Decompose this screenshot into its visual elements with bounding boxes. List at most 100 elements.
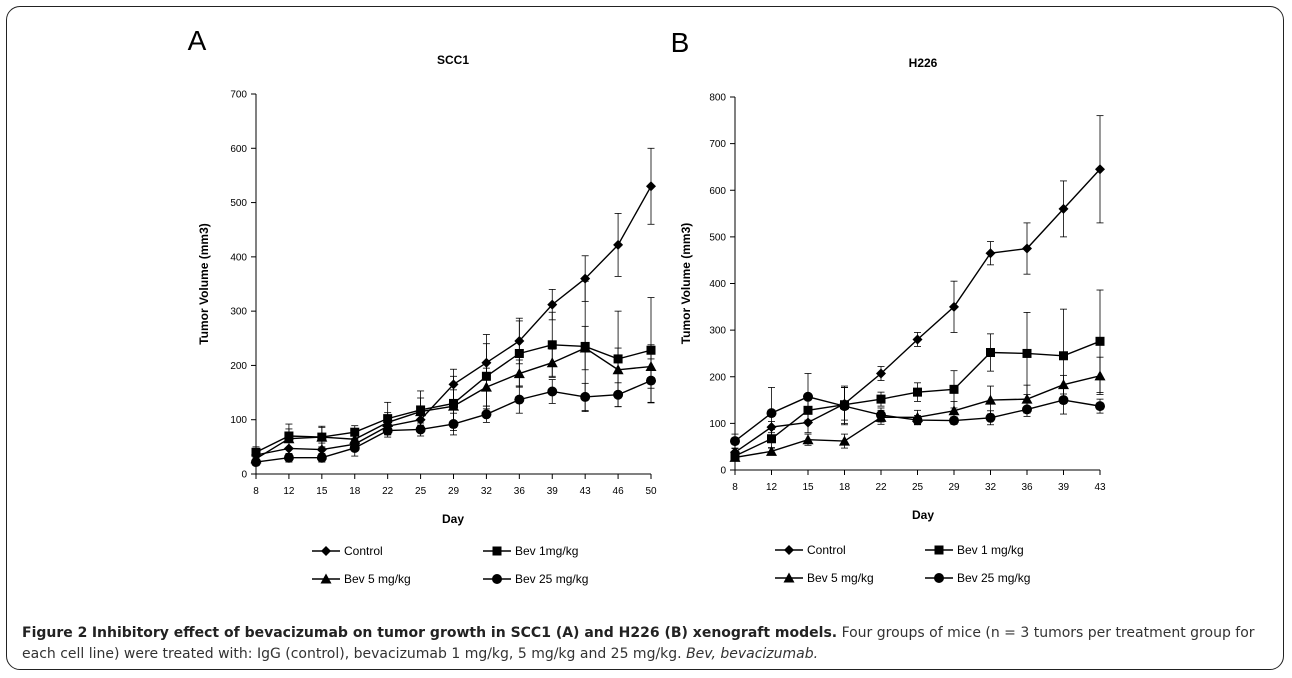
data-point-triangle xyxy=(283,433,295,444)
data-point-diamond xyxy=(1095,164,1105,175)
legend-label: Bev 25 mg/kg xyxy=(957,571,1030,585)
y-tick-label: 300 xyxy=(230,307,247,318)
legend-label: Bev 25 mg/kg xyxy=(515,572,588,586)
y-tick-label: 0 xyxy=(720,466,726,477)
data-point-diamond xyxy=(1058,203,1069,214)
data-point-triangle xyxy=(579,342,591,353)
data-point-circle xyxy=(448,419,459,430)
data-point-square xyxy=(251,447,261,457)
x-tick-label: 50 xyxy=(645,486,657,497)
y-tick-label: 0 xyxy=(241,470,247,481)
legend-marker-square xyxy=(492,546,502,556)
legend-marker-circle xyxy=(492,574,502,584)
data-point-triangle xyxy=(349,433,361,444)
chart-title: SCC1 xyxy=(437,53,469,67)
data-point-diamond xyxy=(949,301,959,312)
series-circle xyxy=(251,358,656,468)
legend-marker-triangle xyxy=(783,572,795,583)
legend-marker-diamond xyxy=(321,546,331,556)
x-axis-label: Day xyxy=(442,512,464,526)
y-tick-label: 400 xyxy=(230,252,247,263)
data-point-circle xyxy=(481,409,492,420)
legend-label: Bev 1 mg/kg xyxy=(957,543,1024,557)
x-tick-label: 43 xyxy=(1094,482,1106,493)
x-tick-label: 25 xyxy=(912,482,924,493)
data-point-triangle xyxy=(1094,370,1106,381)
y-axis-label: Tumor Volume (mm3) xyxy=(197,223,211,345)
data-point-triangle xyxy=(415,406,427,417)
x-tick-label: 12 xyxy=(766,482,778,493)
data-point-diamond xyxy=(985,248,996,259)
data-point-triangle xyxy=(985,394,996,405)
data-point-circle xyxy=(766,408,777,419)
panel-label: B xyxy=(671,27,690,58)
y-tick-label: 700 xyxy=(709,139,726,150)
data-point-circle xyxy=(949,415,959,426)
series-line xyxy=(734,168,1101,453)
data-point-square xyxy=(913,387,922,397)
legend-marker-diamond xyxy=(784,545,794,555)
y-tick-label: 200 xyxy=(230,361,247,372)
x-tick-label: 39 xyxy=(547,486,559,497)
caption-title: Inhibitory effect of bevacizumab on tumo… xyxy=(91,625,838,641)
data-point-triangle xyxy=(948,405,960,416)
data-point-square xyxy=(1059,351,1068,361)
data-point-diamond xyxy=(912,334,923,345)
legend-label: Bev 5 mg/kg xyxy=(807,571,874,585)
y-tick-label: 600 xyxy=(709,186,726,197)
data-point-triangle xyxy=(766,445,777,456)
data-point-square xyxy=(547,340,557,350)
y-tick-label: 400 xyxy=(709,279,726,290)
y-tick-label: 200 xyxy=(709,372,726,383)
data-point-circle xyxy=(803,391,813,402)
y-tick-label: 100 xyxy=(709,419,726,430)
data-point-circle xyxy=(382,425,393,436)
y-tick-label: 600 xyxy=(230,144,247,155)
data-point-circle xyxy=(1022,404,1032,415)
y-tick-label: 500 xyxy=(709,232,726,243)
data-point-square xyxy=(1022,348,1032,358)
data-point-triangle xyxy=(546,357,558,368)
y-axis-label: Tumor Volume (mm3) xyxy=(679,223,693,345)
panel-label: A xyxy=(188,25,207,56)
legend-label: Control xyxy=(807,543,846,557)
data-point-diamond xyxy=(613,239,624,250)
data-point-square xyxy=(876,394,886,404)
y-tick-label: 700 xyxy=(230,90,247,101)
data-point-square xyxy=(1095,336,1105,346)
data-point-circle xyxy=(912,415,923,426)
x-tick-label: 15 xyxy=(802,482,814,493)
data-point-diamond xyxy=(547,299,558,310)
x-tick-label: 8 xyxy=(732,482,738,493)
x-tick-label: 15 xyxy=(316,486,328,497)
x-tick-label: 29 xyxy=(448,486,460,497)
data-point-circle xyxy=(1058,395,1069,406)
series-triangle xyxy=(250,325,657,464)
x-tick-label: 8 xyxy=(253,486,259,497)
data-point-square xyxy=(986,348,995,358)
caption-figure-label: Figure 2 xyxy=(22,625,88,641)
data-point-circle xyxy=(730,436,740,447)
chart-title: H226 xyxy=(909,56,938,70)
data-point-circle xyxy=(349,442,360,453)
data-point-circle xyxy=(316,452,327,463)
figure-caption: Figure 2 Inhibitory effect of bevacizuma… xyxy=(22,623,1282,665)
series-circle xyxy=(730,373,1105,449)
data-point-diamond xyxy=(876,368,886,379)
data-point-circle xyxy=(283,452,294,463)
legend-label: Bev 1mg/kg xyxy=(515,544,578,558)
legend-label: Bev 5 mg/kg xyxy=(344,572,411,586)
x-tick-label: 46 xyxy=(613,486,625,497)
y-tick-label: 500 xyxy=(230,198,247,209)
data-point-circle xyxy=(415,424,426,435)
legend-marker-triangle xyxy=(320,573,332,584)
series-square xyxy=(730,289,1105,461)
x-tick-label: 18 xyxy=(839,482,851,493)
data-point-triangle xyxy=(480,381,492,392)
data-point-circle xyxy=(876,409,886,420)
x-tick-label: 36 xyxy=(514,486,526,497)
legend-label: Control xyxy=(344,544,383,558)
x-tick-label: 32 xyxy=(985,482,997,493)
legend-marker-circle xyxy=(934,573,944,583)
